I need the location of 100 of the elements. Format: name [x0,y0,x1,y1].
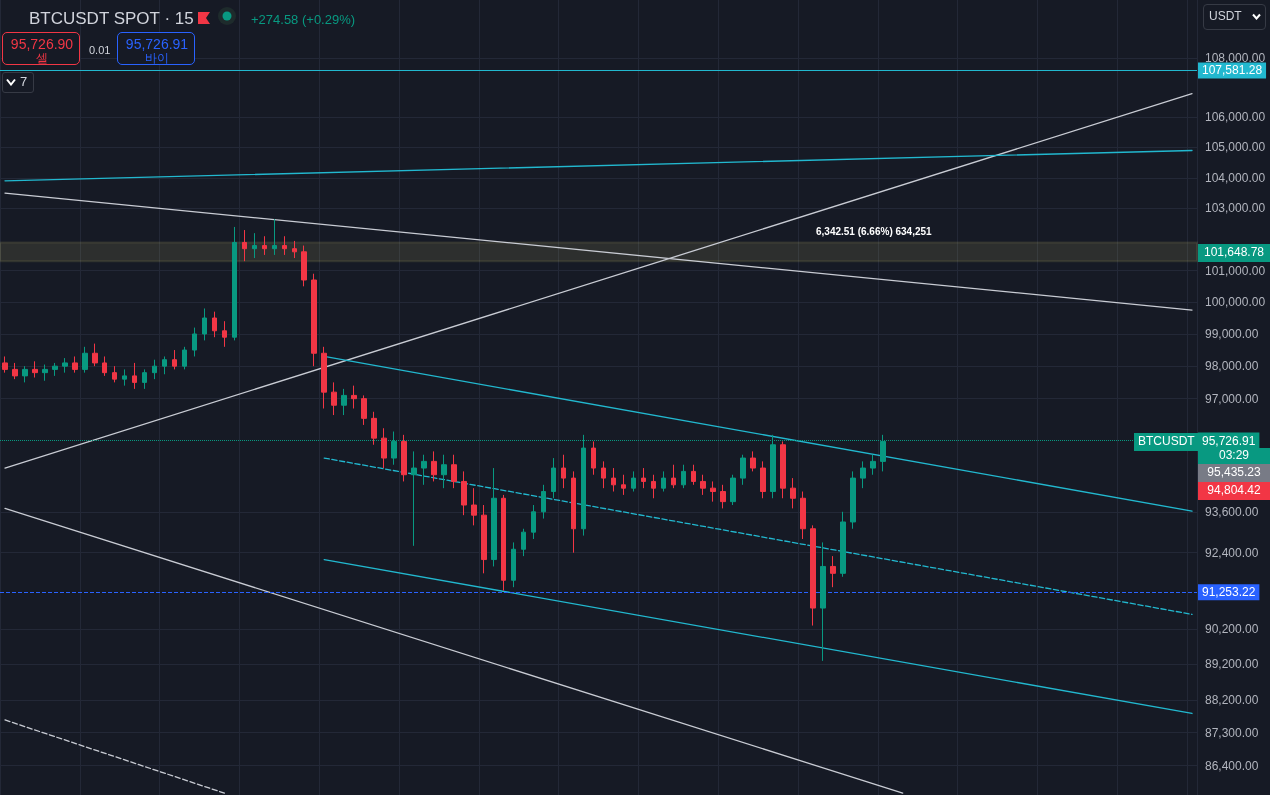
candlestick [461,470,467,516]
y-tick-label: 100,000.00 [1205,295,1266,310]
candlestick [691,464,696,486]
candlestick [272,218,277,256]
candlestick [481,504,487,574]
candlestick [2,355,8,374]
candlestick [132,362,137,390]
ref-line-label: 95,726.91 [1202,433,1256,448]
text: +274.58 (+0.29%) [251,12,356,27]
sell-button: 95,726.90 셀 [2,32,80,65]
candlestick [441,454,447,489]
annotation: 0.01 [89,44,111,57]
candlestick [451,454,457,489]
candlestick [710,480,716,503]
candlestick [232,226,237,341]
candlestick [411,450,417,547]
candlestick [361,394,367,426]
candlestick [860,460,866,489]
candlestick [611,467,616,493]
annotation: 95,726.90 [9,36,75,53]
candlestick [830,555,836,588]
candlestick [561,454,566,489]
candlestick [112,365,117,383]
buy-button: 95,726.91 바이 [117,32,195,65]
y-tick-label: 97,000.00 [1205,391,1259,406]
candlestick [740,454,746,486]
text: 94,804.42 [1198,482,1270,500]
candlestick [252,232,257,259]
y-tick-label: 99,000.00 [1205,326,1259,341]
annotation: 95,726.91 [124,36,190,53]
candlestick [471,487,477,526]
y-tick-label: 101,000.00 [1205,263,1266,278]
candlestick [591,440,596,476]
candlestick [12,362,18,380]
candlestick [720,484,726,509]
text: 95,435.23 [1198,464,1270,482]
candlestick [800,491,806,540]
candlestick [192,327,197,357]
candlestick [750,450,756,472]
candlestick [142,368,147,390]
y-tick-label: 89,200.00 [1205,657,1259,672]
candlestick [661,470,666,493]
candlestick [521,528,526,557]
y-tick-label: 98,000.00 [1205,359,1259,374]
text: 03:29 [1198,448,1270,465]
candlestick [641,467,646,489]
candlestick [242,229,247,262]
candlestick [491,467,497,567]
candlestick [202,307,207,341]
annotation: 7 [20,74,28,90]
candlestick [152,359,157,380]
candlestick [331,381,337,416]
candlestick [601,460,606,489]
candlestick [82,346,88,374]
annotation: 바이 [144,51,170,66]
candlestick [162,355,167,375]
candlestick [551,457,556,499]
candlestick [401,434,407,482]
candlestick [62,357,68,374]
annotation: BTCUSDT [1134,433,1199,451]
y-tick-label: 106,000.00 [1205,110,1266,125]
candlestick [700,474,706,496]
candlestick [421,454,427,486]
y-tick-label: 86,400.00 [1205,758,1259,773]
candlestick [870,454,876,476]
text: USDT [1209,9,1242,24]
candlestick [32,360,38,379]
candlestick [102,355,107,377]
candlestick [172,349,177,370]
y-tick-label: 103,000.00 [1205,201,1266,216]
candlestick [541,484,546,520]
candlestick [431,450,437,482]
candlestick [22,365,28,383]
candlestick [671,464,676,489]
annotation: 6,342.51 (6.66%) 634,251 [816,226,932,238]
candlestick [222,320,227,348]
y-tick-label: 93,600.00 [1205,504,1259,519]
y-tick-label: 104,000.00 [1205,170,1266,185]
y-tick-label: 87,300.00 [1205,725,1259,740]
candlestick [760,460,766,499]
candlestick [840,511,846,578]
candlestick [92,343,98,367]
candlestick [621,474,626,496]
ref-line-label: 107,581.28 [1202,63,1263,78]
candlestick [311,273,317,367]
candlestick [681,464,686,489]
candlestick [501,494,506,592]
candlestick [631,470,636,493]
candlestick [790,477,796,509]
candlestick [651,474,656,499]
candlestick [371,411,377,446]
text: BTCUSDT SPOT · 15 [29,9,194,28]
candlestick [282,235,287,256]
candlestick [122,368,127,387]
y-tick-label: 108,000.00 [1205,51,1266,66]
candlestick [571,470,576,554]
candlestick [321,346,327,409]
candlestick [850,470,856,530]
candlestick [182,346,187,370]
candlestick [301,245,307,287]
